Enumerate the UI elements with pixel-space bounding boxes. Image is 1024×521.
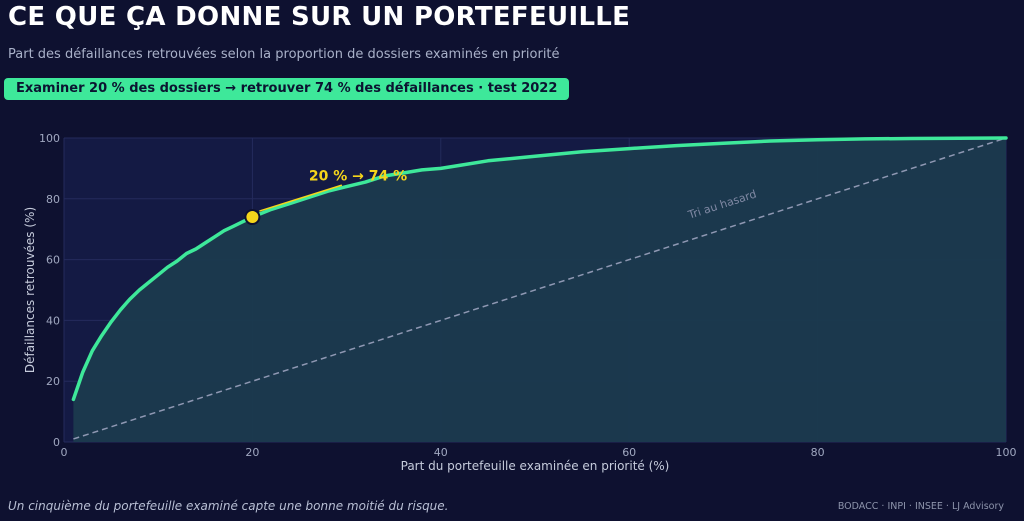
key-finding-badge: Examiner 20 % des dossiers → retrouver 7… [4,78,570,100]
random-baseline-line [73,137,1007,440]
x-tick-label: 40 [434,446,448,459]
y-tick-label: 20 [46,375,60,388]
y-axis-ticks: 0 20 40 60 80 100 [39,132,60,449]
page-subtitle: Part des défaillances retrouvées selon l… [8,47,560,62]
y-tick-label: 100 [39,132,60,145]
y-tick-label: 80 [46,193,60,206]
annotation-leader-line [259,184,343,212]
x-tick-label: 20 [245,446,259,459]
y-tick-label: 40 [46,314,60,327]
x-tick-label: 60 [622,446,636,459]
x-axis-ticks: 0 20 40 60 80 100 [61,446,1017,459]
footer-sources: BODACC · INPI · INSEE · LJ Advisory [837,501,1004,512]
y-axis-label: Défaillances retrouvées (%) [23,207,37,373]
y-tick-label: 0 [53,436,60,449]
capture-curve [71,136,1008,402]
x-tick-label: 100 [996,446,1017,459]
annotation-label: 20 % → 74 % [309,169,407,185]
x-tick-label: 0 [61,446,68,459]
x-tick-label: 80 [811,446,825,459]
x-axis-label: Part du portefeuille examinée en priorit… [401,459,670,473]
highlight-point [244,209,261,226]
y-tick-label: 60 [46,254,60,267]
page-title: CE QUE ÇA DONNE SUR UN PORTEFEUILLE [8,2,631,32]
footer-caption: Un cinquième du portefeuille examiné cap… [8,499,449,513]
